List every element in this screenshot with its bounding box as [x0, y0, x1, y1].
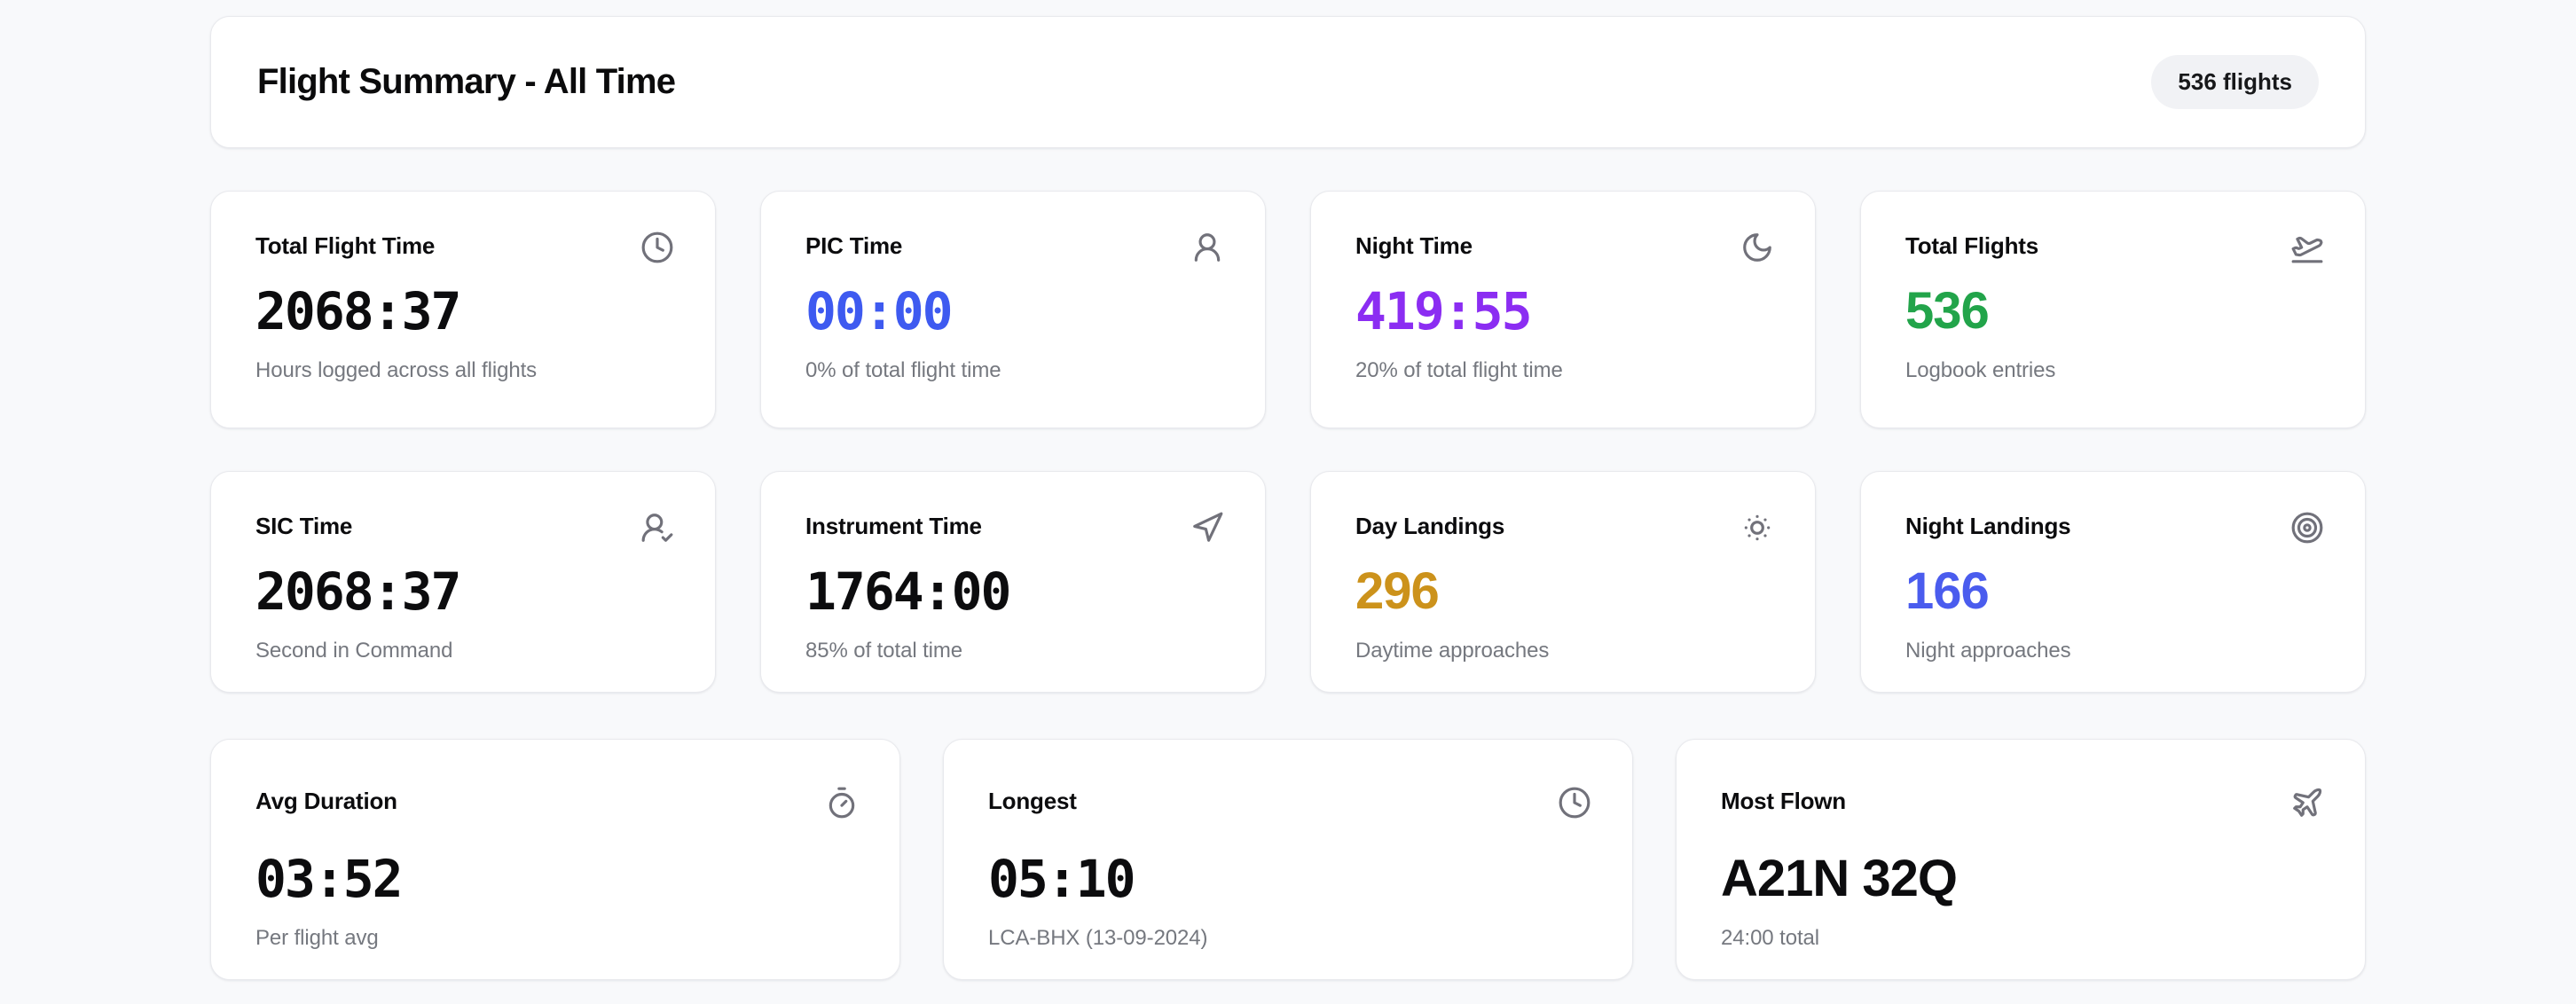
card-title: Total Flight Time — [255, 232, 436, 259]
stat-card: Most Flown A21N 32Q 24:00 total — [1676, 739, 2366, 980]
card-value: 296 — [1355, 562, 1440, 620]
card-value: 2068:37 — [255, 281, 461, 341]
card-subtitle: 85% of total time — [805, 638, 963, 663]
card-subtitle: Daytime approaches — [1355, 638, 1550, 663]
navigation-icon — [1190, 511, 1224, 545]
card-title: Day Landings — [1355, 513, 1505, 539]
card-subtitle: LCA-BHX (13-09-2024) — [988, 925, 1208, 950]
card-title: SIC Time — [255, 513, 353, 539]
card-value: 2068:37 — [255, 561, 461, 622]
card-value: 05:10 — [988, 849, 1136, 909]
card-subtitle: 20% of total flight time — [1355, 357, 1563, 382]
card-subtitle: 0% of total flight time — [805, 357, 1001, 382]
stat-card: Longest 05:10 LCA-BHX (13-09-2024) — [943, 739, 1633, 980]
stat-card-grid: Total Flight Time 2068:37 Hours logged a… — [210, 191, 2366, 693]
user-check-icon — [640, 511, 674, 545]
card-value: 1764:00 — [805, 561, 1011, 622]
sun-icon — [1740, 511, 1774, 545]
flight-count-badge: 536 flights — [2151, 55, 2319, 109]
plane-takeoff-icon — [2290, 231, 2324, 264]
flight-summary-section: Flight Summary - All Time 536 flights To… — [210, 16, 2366, 980]
card-subtitle: Per flight avg — [255, 925, 379, 950]
card-title: Night Time — [1355, 232, 1473, 259]
card-title: Most Flown — [1721, 788, 1846, 814]
card-subtitle: 24:00 total — [1721, 925, 1819, 950]
stat-card: SIC Time 2068:37 Second in Command — [210, 471, 716, 693]
card-value: 536 — [1905, 282, 1990, 340]
card-subtitle: Hours logged across all flights — [255, 357, 538, 382]
target-icon — [2290, 511, 2324, 545]
stat-card: Total Flight Time 2068:37 Hours logged a… — [210, 191, 716, 428]
card-title: Total Flights — [1905, 232, 2039, 259]
card-subtitle: Second in Command — [255, 638, 453, 663]
card-subtitle: Logbook entries — [1905, 357, 2056, 382]
user-icon — [1190, 231, 1224, 264]
stat-card: Night Time 419:55 20% of total flight ti… — [1310, 191, 1816, 428]
stat-card: Day Landings 296 Daytime approaches — [1310, 471, 1816, 693]
stat-card: Instrument Time 1764:00 85% of total tim… — [760, 471, 1266, 693]
card-subtitle: Night approaches — [1905, 638, 2071, 663]
card-title: PIC Time — [805, 232, 903, 259]
stat-card: Avg Duration 03:52 Per flight avg — [210, 739, 900, 980]
card-title: Instrument Time — [805, 513, 982, 539]
card-title: Avg Duration — [255, 788, 397, 814]
clock-icon — [640, 231, 674, 264]
card-value: A21N 32Q — [1721, 850, 1958, 907]
card-value: 419:55 — [1355, 281, 1533, 341]
stat-card: Total Flights 536 Logbook entries — [1860, 191, 2366, 428]
stat-card: PIC Time 00:00 0% of total flight time — [760, 191, 1266, 428]
plane-icon — [2290, 786, 2324, 820]
moon-icon — [1740, 231, 1774, 264]
timer-icon — [825, 786, 859, 820]
summary-header: Flight Summary - All Time 536 flights — [210, 16, 2366, 148]
clock-icon — [1558, 786, 1591, 820]
page-title: Flight Summary - All Time — [257, 62, 676, 101]
card-value: 166 — [1905, 562, 1990, 620]
card-value: 00:00 — [805, 281, 954, 341]
summary-card-grid: Avg Duration 03:52 Per flight avg Longes… — [210, 739, 2366, 980]
card-title: Night Landings — [1905, 513, 2071, 539]
card-value: 03:52 — [255, 849, 404, 909]
card-title: Longest — [988, 788, 1077, 814]
stat-card: Night Landings 166 Night approaches — [1860, 471, 2366, 693]
